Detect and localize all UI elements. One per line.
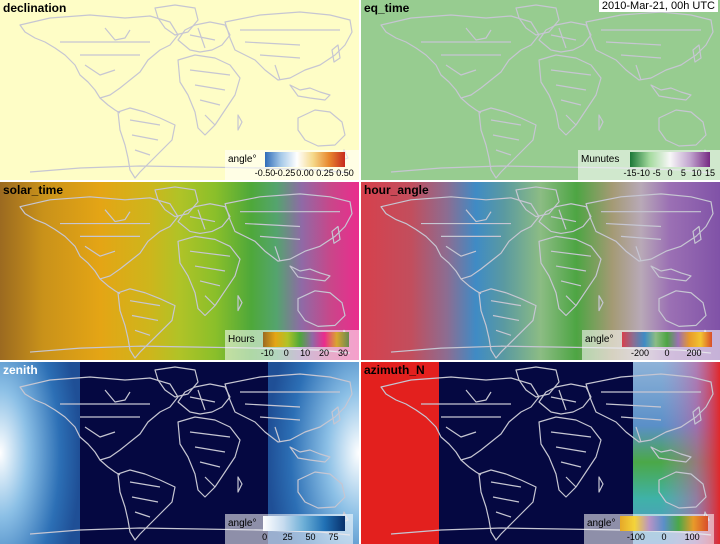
legend-title: angle° (587, 518, 616, 529)
zenith-panel: zenith angle° 0 25 50 75 (0, 362, 359, 544)
legend-ticks: -15 -10 -5 0 5 10 15 (623, 168, 715, 180)
zenith-field (0, 362, 359, 544)
tick-label: 15 (704, 168, 716, 178)
tick-label: 0.00 (296, 168, 314, 178)
tick-label: 20 (319, 348, 330, 358)
tick-label: -5 (652, 168, 661, 178)
tick-label: 0.50 (336, 168, 354, 178)
tick-label: 0.25 (316, 168, 334, 178)
colorbar (630, 152, 710, 167)
panel-title: solar_time (3, 183, 64, 197)
panel-title: eq_time (364, 1, 410, 15)
legend-eq-time: Munutes -15 -10 -5 0 5 10 15 (578, 150, 720, 180)
panel-title: azimuth_N (364, 363, 425, 377)
tick-label: 0 (661, 532, 667, 542)
legend-ticks: -200 0 200 (622, 348, 712, 360)
solar-time-panel: solar_time Hours -10 0 10 20 30 (0, 182, 359, 360)
legend-title: angle° (228, 154, 257, 165)
legend-title: angle° (585, 334, 614, 345)
panel-title: hour_angle (364, 183, 429, 197)
tick-label: 75 (328, 532, 339, 542)
tick-label: 200 (686, 348, 702, 358)
timestamp-label: 2010-Mar-21, 00h UTC (598, 0, 718, 12)
tick-label: -10 (636, 168, 650, 178)
tick-label: 10 (691, 168, 702, 178)
legend-ticks: -0.50 -0.25 0.00 0.25 0.50 (255, 168, 354, 180)
colorbar (265, 152, 345, 167)
tick-label: 100 (684, 532, 700, 542)
legend-ticks: -100 0 100 (620, 532, 708, 544)
tick-label: 10 (300, 348, 311, 358)
eq-time-panel: eq_time 2010-Mar-21, 00h UTC Munutes -15… (361, 0, 720, 180)
tick-label: 0 (283, 348, 289, 358)
legend-declination: angle° -0.50 -0.25 0.00 0.25 0.50 (225, 150, 359, 180)
legend-title: Hours (228, 334, 255, 345)
legend-hour-angle: angle° -200 0 200 (582, 330, 720, 360)
hour-angle-panel: hour_angle angle° -200 0 200 (361, 182, 720, 360)
azimuth-field (361, 362, 720, 544)
tick-label: 0 (667, 168, 673, 178)
tick-label: 0 (262, 532, 268, 542)
tick-label: -200 (630, 348, 650, 358)
legend-title: Munutes (581, 154, 620, 165)
legend-ticks: -10 0 10 20 30 (260, 348, 349, 360)
tick-label: -0.25 (274, 168, 296, 178)
colorbar (263, 332, 349, 347)
colorbar (263, 516, 345, 531)
tick-label: 30 (337, 348, 348, 358)
tick-label: 0 (664, 348, 670, 358)
tick-label: -100 (626, 532, 645, 542)
tick-label: 50 (305, 532, 316, 542)
tick-label: -10 (260, 348, 274, 358)
colorbar (620, 516, 708, 531)
tick-label: 25 (282, 532, 293, 542)
legend-title: angle° (228, 518, 257, 529)
declination-panel: declination angle° -0.50 -0.25 0.00 0.25… (0, 0, 359, 180)
legend-solar-time: Hours -10 0 10 20 30 (225, 330, 359, 360)
panel-title: zenith (3, 363, 38, 377)
tick-label: 5 (680, 168, 686, 178)
tick-label: -0.50 (254, 168, 276, 178)
colorbar (622, 332, 712, 347)
legend-zenith: angle° 0 25 50 75 (225, 514, 353, 544)
azimuth-n-panel: azimuth_N angle° -100 0 100 (361, 362, 720, 544)
tick-label: -15 (623, 168, 637, 178)
legend-ticks: 0 25 50 75 (262, 532, 345, 544)
panel-title: declination (3, 1, 67, 15)
legend-azimuth: angle° -100 0 100 (584, 514, 714, 544)
